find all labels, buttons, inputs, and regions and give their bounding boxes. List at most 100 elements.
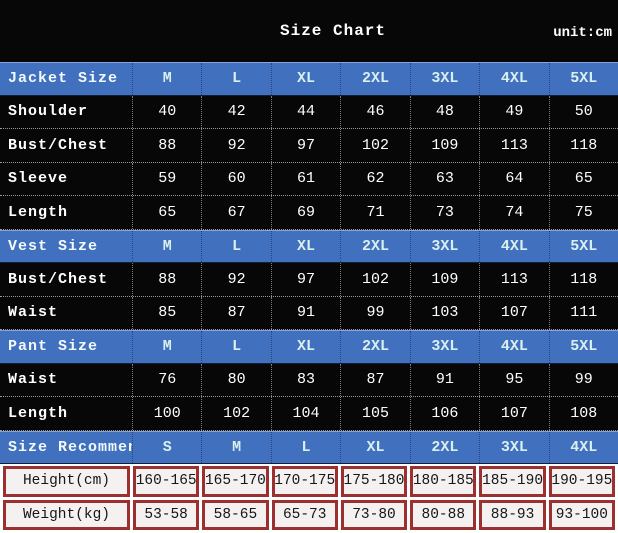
range-cell: 80-88 [410,499,477,530]
section-label: Vest Size [8,237,99,255]
unit-label: unit:cm [553,25,612,41]
value-cell: 87 [201,296,270,329]
size-cell: 2XL [340,230,409,262]
value-cell: 42 [201,95,270,128]
value-cell: 85 [132,296,201,329]
section-label: Pant Size [8,338,99,356]
size-cell: 4XL [479,331,548,363]
value-cell: 75 [548,196,618,229]
table-row-sleeve: Sleeve 59 60 61 62 63 64 65 [0,162,618,196]
range-cell: 58-65 [202,499,269,530]
value-cell: 44 [270,95,340,128]
value-cell: 109 [409,263,479,296]
recommend-measure-block: Height(cm) 160-165 165-170 170-175 175-1… [0,464,618,533]
value-cell: 102 [340,129,409,162]
section-row-pant: Pant Size M L XL 2XL 3XL 4XL 5XL [0,330,618,364]
value-cell: 100 [132,397,201,430]
size-cell: L [201,63,270,95]
value-cell: 92 [201,129,270,162]
range-cell: 53-58 [133,499,200,530]
range-cell: 93-100 [548,499,615,530]
size-cell: 2XL [409,431,479,463]
size-cell: 4XL [479,230,548,262]
value-cell: 107 [479,397,548,430]
range-cell: 190-195 [548,466,615,497]
value-cell: 103 [409,296,479,329]
table-row-pant-waist: Waist 76 80 83 87 91 95 99 [0,363,618,397]
range-cell: 180-185 [410,466,477,497]
value-cell: 69 [270,196,340,229]
range-cell: 65-73 [271,499,338,530]
table-row-weight: Weight(kg) 53-58 58-65 65-73 73-80 80-88… [3,499,615,530]
row-label: Waist [8,371,59,389]
size-cell: XL [270,63,340,95]
section-row-vest: Vest Size M L XL 2XL 3XL 4XL 5XL [0,229,618,263]
value-cell: 99 [340,296,409,329]
value-cell: 76 [132,363,201,396]
table-row-shoulder: Shoulder 40 42 44 46 48 49 50 [0,95,618,129]
row-label: Length [8,203,69,221]
value-cell: 40 [132,95,201,128]
size-cell: 5XL [548,331,618,363]
table-row-bust-chest: Bust/Chest 88 92 97 102 109 113 118 [0,129,618,163]
value-cell: 87 [340,363,409,396]
size-cell: M [132,63,201,95]
value-cell: 109 [409,129,479,162]
size-cell: 2XL [340,331,409,363]
size-cell: M [201,431,270,463]
row-label: Bust/Chest [8,270,109,288]
value-cell: 104 [270,397,340,430]
size-cell: XL [270,230,340,262]
value-cell: 91 [270,296,340,329]
value-cell: 46 [340,95,409,128]
size-cell: S [132,431,201,463]
value-cell: 88 [132,263,201,296]
range-cell: 88-93 [479,499,546,530]
value-cell: 61 [270,162,340,195]
value-cell: 118 [548,129,618,162]
range-cell: 185-190 [479,466,546,497]
size-cell: 5XL [548,63,618,95]
value-cell: 106 [409,397,479,430]
size-cell: 4XL [479,63,548,95]
value-cell: 92 [201,263,270,296]
section-label: Size Recommend [8,438,132,456]
value-cell: 50 [548,95,618,128]
table-row-height: Height(cm) 160-165 165-170 170-175 175-1… [3,466,615,497]
range-cell: 165-170 [202,466,269,497]
value-cell: 97 [270,263,340,296]
row-label: Height(cm) [3,466,130,497]
size-cell: 2XL [340,63,409,95]
value-cell: 64 [479,162,548,195]
value-cell: 67 [201,196,270,229]
size-cell: 5XL [548,230,618,262]
value-cell: 88 [132,129,201,162]
value-cell: 107 [479,296,548,329]
value-cell: 113 [479,263,548,296]
section-row-jacket: Jacket Size M L XL 2XL 3XL 4XL 5XL [0,62,618,96]
size-cell: 3XL [409,230,479,262]
section-label: Jacket Size [8,70,119,88]
value-cell: 102 [340,263,409,296]
table-row-vest-waist: Waist 85 87 91 99 103 107 111 [0,296,618,330]
range-cell: 175-180 [340,466,408,497]
value-cell: 74 [479,196,548,229]
value-cell: 83 [270,363,340,396]
size-cell: 4XL [548,431,618,463]
range-cell: 160-165 [133,466,200,497]
row-label: Sleeve [8,170,69,188]
value-cell: 65 [132,196,201,229]
value-cell: 91 [409,363,479,396]
row-label: Shoulder [8,103,89,121]
size-cell: L [270,431,340,463]
value-cell: 108 [548,397,618,430]
value-cell: 105 [340,397,409,430]
row-label: Length [8,404,69,422]
table-row-vest-bust: Bust/Chest 88 92 97 102 109 113 118 [0,263,618,297]
chart-header: Size Chart unit:cm [0,0,618,62]
row-label: Bust/Chest [8,136,109,154]
size-cell: M [132,230,201,262]
value-cell: 59 [132,162,201,195]
value-cell: 60 [201,162,270,195]
